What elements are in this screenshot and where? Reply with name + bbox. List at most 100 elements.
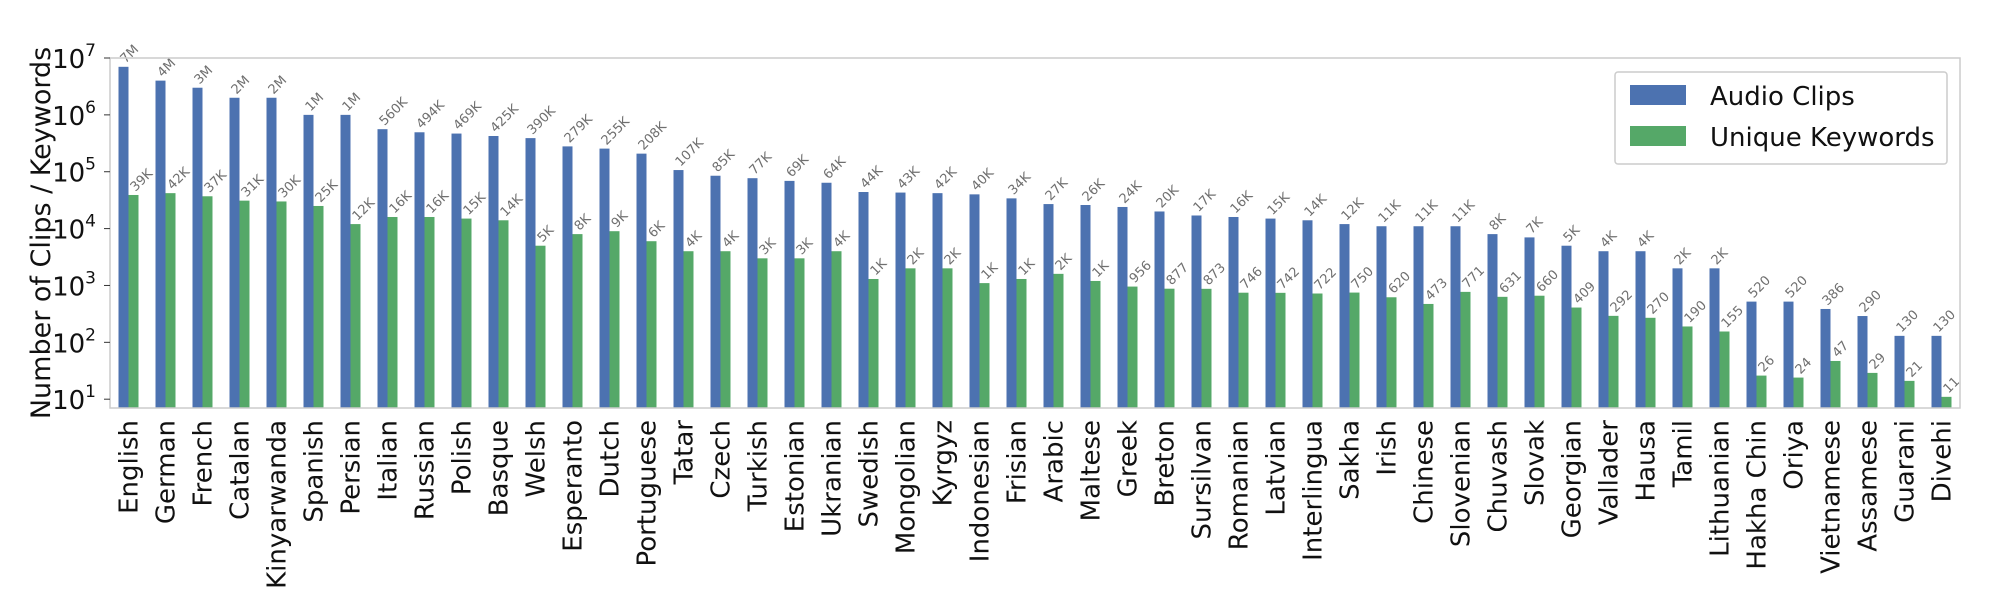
bar-unique-keywords-sursilvan [1201, 288, 1212, 408]
bar-value-label-audio-clips-arabic: 27K [1043, 175, 1072, 204]
x-tick-label-latvian: Latvian [1262, 420, 1292, 516]
bar-value-label-audio-clips-maltese: 26K [1080, 176, 1109, 205]
bar-value-label-unique-keywords-czech: 4K [720, 228, 743, 251]
bar-value-label-unique-keywords-persian: 12K [350, 195, 379, 224]
bar-unique-keywords-oriya [1793, 377, 1804, 408]
bar-value-label-audio-clips-dutch: 255K [599, 114, 634, 149]
x-tick-label-dutch: Dutch [596, 420, 626, 497]
bar-audio-clips-frisian [1006, 198, 1017, 408]
bar-audio-clips-irish [1376, 226, 1387, 408]
x-tick-label-vallader: Vallader [1595, 420, 1625, 526]
bar-unique-keywords-interlingua [1312, 293, 1323, 408]
bar-unique-keywords-english [128, 194, 139, 408]
bar-value-label-unique-keywords-italian: 16K [387, 188, 416, 217]
x-tick-label-greek: Greek [1114, 420, 1144, 497]
bar-audio-clips-kyrgyz [932, 193, 943, 408]
bar-value-label-audio-clips-irish: 11K [1376, 197, 1405, 226]
bar-value-label-unique-keywords-french: 37K [202, 167, 231, 196]
bar-unique-keywords-spanish [313, 205, 324, 408]
x-tick-label-assamese: Assamese [1854, 420, 1884, 552]
bar-value-label-unique-keywords-english: 39K [128, 166, 157, 195]
bar-value-label-unique-keywords-catalan: 31K [239, 172, 268, 201]
bar-value-label-audio-clips-estonian: 69K [784, 152, 813, 181]
bar-unique-keywords-chinese [1423, 303, 1434, 408]
x-axis-ticks: English German French Catalan Kinyarwanda Spa… [115, 420, 1958, 589]
bar-value-label-unique-keywords-vietnamese: 47 [1830, 338, 1852, 360]
bar-unique-keywords-persian [350, 224, 361, 408]
bar-unique-keywords-portuguese [646, 241, 657, 408]
bar-unique-keywords-german [165, 193, 176, 408]
bar-value-label-unique-keywords-slovak: 660 [1534, 267, 1562, 295]
x-tick-label-turkish: Turkish [744, 420, 774, 512]
x-tick-label-ukranian: Ukranian [818, 420, 848, 537]
bar-audio-clips-turkish [747, 178, 758, 408]
y-tick-label: 104 [52, 212, 96, 246]
x-tick-label-tamil: Tamil [1669, 420, 1699, 488]
bar-unique-keywords-slovak [1534, 295, 1545, 408]
x-tick-label-tatar: Tatar [670, 420, 700, 486]
bar-unique-keywords-welsh [535, 245, 546, 408]
x-tick-label-lithuanian: Lithuanian [1706, 420, 1736, 557]
x-tick-label-romanian: Romanian [1225, 420, 1255, 550]
bar-value-label-unique-keywords-sursilvan: 873 [1201, 260, 1229, 288]
bar-audio-clips-ukranian [821, 182, 832, 408]
bar-value-label-audio-clips-swedish: 44K [858, 163, 887, 192]
bar-value-label-unique-keywords-greek: 956 [1127, 258, 1155, 286]
bar-value-label-unique-keywords-interlingua: 722 [1312, 265, 1340, 293]
bar-unique-keywords-kyrgyz [942, 268, 953, 408]
x-tick-label-welsh: Welsh [522, 420, 552, 497]
bar-value-label-unique-keywords-portuguese: 6K [646, 218, 669, 241]
x-tick-label-indonesian: Indonesian [966, 420, 996, 562]
bar-audio-clips-german [155, 80, 166, 408]
bar-unique-keywords-vallader [1608, 315, 1619, 408]
bar-unique-keywords-swedish [868, 278, 879, 408]
bar-audio-clips-romanian [1228, 216, 1239, 408]
bar-value-label-audio-clips-chinese: 11K [1413, 197, 1442, 226]
bar-audio-clips-catalan [229, 97, 240, 408]
x-tick-label-spanish: Spanish [300, 420, 330, 523]
bar-unique-keywords-vietnamese [1830, 360, 1841, 408]
bar-audio-clips-basque [488, 136, 499, 408]
bar-unique-keywords-tamil [1682, 326, 1693, 408]
x-tick-label-mongolian: Mongolian [892, 420, 922, 554]
x-tick-label-slovenian: Slovenian [1447, 420, 1477, 547]
x-tick-label-oriya: Oriya [1780, 420, 1810, 490]
bar-value-label-audio-clips-vietnamese: 386 [1820, 281, 1848, 309]
bar-audio-clips-chuvash [1487, 234, 1498, 408]
bar-value-label-audio-clips-frisian: 34K [1006, 170, 1035, 199]
bar-value-label-audio-clips-chuvash: 8K [1487, 211, 1510, 234]
x-tick-label-polish: Polish [448, 420, 478, 495]
bar-unique-keywords-hausa [1645, 317, 1656, 408]
bar-unique-keywords-dutch [609, 231, 620, 408]
bar-audio-clips-maltese [1080, 205, 1091, 408]
bar-value-label-audio-clips-persian: 1M [340, 90, 364, 114]
bar-audio-clips-spanish [303, 114, 314, 409]
bar-value-label-audio-clips-guarani: 130 [1894, 308, 1922, 336]
bar-audio-clips-hausa [1635, 251, 1646, 408]
bar-value-label-audio-clips-latvian: 15K [1265, 190, 1294, 219]
bar-audio-clips-french [192, 87, 203, 408]
bar-unique-keywords-hakha-chin [1756, 375, 1767, 408]
bar-value-label-unique-keywords-spanish: 25K [313, 177, 342, 206]
y-axis-label: Number of Clips / Keywords [26, 47, 57, 419]
bar-unique-keywords-romanian [1238, 292, 1249, 408]
bar-value-label-unique-keywords-tatar: 4K [683, 228, 706, 251]
x-tick-label-kinyarwanda: Kinyarwanda [263, 420, 293, 589]
bar-audio-clips-estonian [784, 180, 795, 408]
bar-value-label-audio-clips-polish: 469K [451, 99, 486, 134]
bar-value-label-unique-keywords-indonesian: 1K [979, 260, 1002, 283]
bar-value-label-unique-keywords-esperanto: 8K [572, 211, 595, 234]
x-tick-label-english: English [115, 420, 145, 514]
bar-value-label-audio-clips-tamil: 2K [1672, 245, 1695, 268]
bar-unique-keywords-tatar [683, 251, 694, 408]
bar-value-label-audio-clips-vallader: 4K [1598, 228, 1621, 251]
bar-value-label-audio-clips-sursilvan: 17K [1191, 187, 1220, 216]
x-tick-label-italian: Italian [374, 420, 404, 501]
bar-audio-clips-vallader [1598, 251, 1609, 408]
bar-audio-clips-czech [710, 175, 721, 408]
x-tick-label-sursilvan: Sursilvan [1188, 420, 1218, 539]
bar-unique-keywords-ukranian [831, 251, 842, 408]
bar-value-label-unique-keywords-kinyarwanda: 30K [276, 173, 305, 202]
legend-swatch-unique-keywords [1630, 126, 1686, 146]
